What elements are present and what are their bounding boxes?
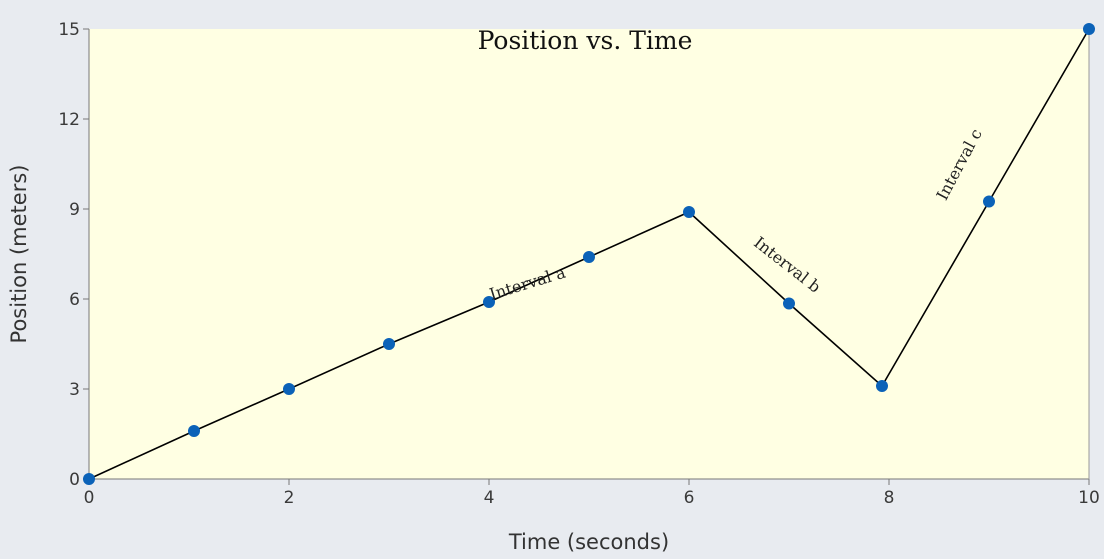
data-point <box>583 251 595 263</box>
x-tick-label: 4 <box>484 488 495 508</box>
y-tick-label: 6 <box>69 290 80 310</box>
y-axis-title: Position (meters) <box>7 165 31 344</box>
y-tick-label: 3 <box>69 380 80 400</box>
y-axis-ticks: 0 3 6 9 12 15 <box>58 20 89 490</box>
x-axis-title: Time (seconds) <box>508 530 669 554</box>
data-point <box>876 380 888 392</box>
series-points-group <box>83 23 1095 485</box>
data-point <box>383 338 395 350</box>
x-tick-label: 2 <box>284 488 295 508</box>
chart-title: Position vs. Time <box>478 26 693 55</box>
data-point <box>83 473 95 485</box>
data-point <box>283 383 295 395</box>
y-tick-label: 9 <box>69 200 80 220</box>
y-tick-label: 12 <box>58 110 80 130</box>
data-point <box>983 195 995 208</box>
y-tick-label: 0 <box>69 470 80 490</box>
y-tick-label: 15 <box>58 20 80 40</box>
data-point <box>483 296 495 308</box>
data-point <box>1083 23 1095 35</box>
x-tick-label: 8 <box>884 488 895 508</box>
data-point <box>783 297 795 310</box>
x-tick-label: 10 <box>1078 488 1100 508</box>
x-tick-label: 6 <box>684 488 695 508</box>
x-axis-ticks: 0 2 4 6 8 10 <box>84 479 1100 508</box>
x-tick-label: 0 <box>84 488 95 508</box>
data-point <box>683 206 695 218</box>
data-point <box>188 425 200 437</box>
